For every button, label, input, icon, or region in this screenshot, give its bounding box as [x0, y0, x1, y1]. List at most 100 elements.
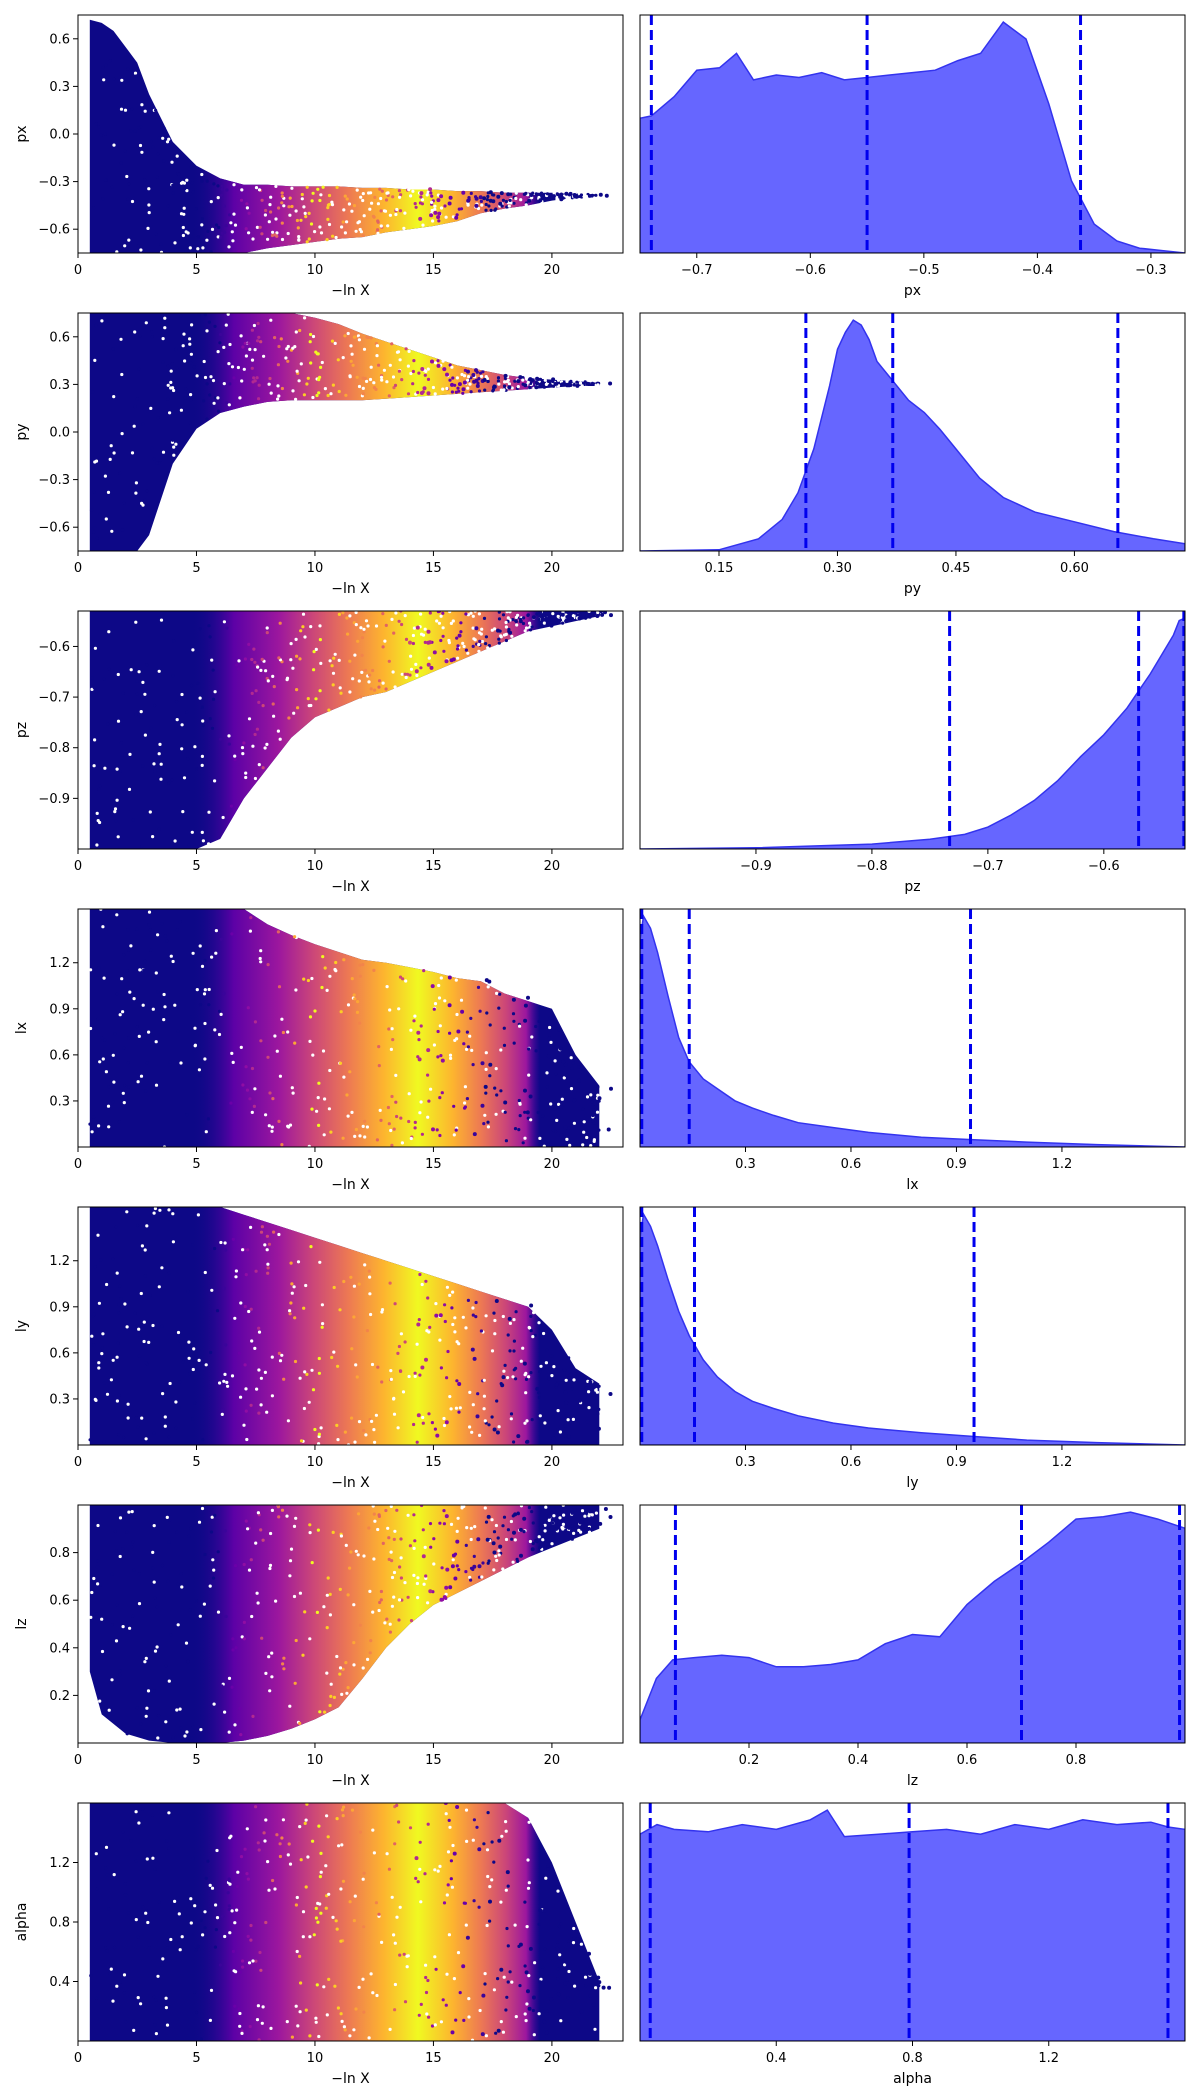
x-tick-label: 0.30: [823, 561, 852, 576]
sample-point: [339, 1887, 343, 1891]
sample-point: [579, 1942, 584, 1946]
sample-point: [166, 397, 170, 401]
x-tick-label: 0.45: [941, 561, 970, 576]
sample-point: [191, 951, 195, 955]
sample-point: [162, 1018, 166, 1022]
sample-point: [453, 1576, 458, 1581]
sample-point: [484, 202, 488, 207]
sample-point: [306, 1855, 310, 1859]
sample-point: [567, 1356, 571, 1360]
sample-point: [551, 1436, 556, 1441]
sample-point: [357, 384, 362, 389]
sample-point: [115, 1603, 119, 1607]
sample-point: [214, 1928, 218, 1932]
sample-point: [448, 1053, 453, 1057]
sample-point: [426, 1073, 430, 1077]
sample-point: [556, 614, 560, 619]
sample-point: [318, 638, 322, 642]
sample-point: [549, 1040, 553, 1044]
sample-point: [495, 991, 499, 996]
sample-point: [407, 1119, 411, 1124]
sample-point: [472, 1356, 477, 1361]
sample-point: [502, 1515, 507, 1519]
sample-point: [456, 1951, 461, 1955]
sample-point: [464, 1808, 469, 1812]
sample-point: [265, 676, 269, 681]
sample-point: [98, 1060, 102, 1064]
sample-point: [571, 1506, 576, 1510]
x-axis-label: −ln X: [331, 1177, 370, 1193]
sample-point: [484, 978, 489, 983]
sample-point: [505, 611, 509, 614]
sample-point: [588, 1509, 593, 1514]
sample-point: [334, 969, 338, 973]
sample-point: [236, 1719, 240, 1724]
sample-point: [448, 1293, 452, 1297]
sample-point: [167, 1271, 171, 1275]
sample-point: [461, 1964, 466, 1969]
sample-point: [407, 349, 411, 353]
axes-frame: [639, 908, 1186, 1148]
sample-point: [507, 382, 511, 386]
sample-point: [534, 1538, 539, 1543]
sample-point: [592, 611, 597, 616]
sample-point: [512, 1041, 516, 1045]
sample-point: [576, 1505, 581, 1509]
sample-point: [227, 1730, 231, 1734]
sample-point: [523, 383, 528, 388]
sample-point: [581, 612, 586, 617]
sample-point: [445, 1376, 449, 1380]
sample-point: [184, 1641, 189, 1645]
sample-point: [179, 1061, 183, 1065]
sample-point: [352, 1284, 356, 1288]
sample-point: [403, 614, 407, 618]
sample-point: [270, 1508, 274, 1512]
sample-point: [118, 471, 122, 475]
sample-point: [389, 1369, 393, 1373]
sample-point: [271, 230, 275, 234]
sample-point: [195, 374, 199, 378]
scatter-points: [88, 909, 613, 1147]
sample-point: [450, 2030, 455, 2035]
sample-point: [338, 686, 342, 690]
sample-point: [158, 1208, 162, 1212]
sample-point: [575, 383, 580, 388]
sample-point: [521, 1346, 525, 1350]
y-tick-label: 0.6: [49, 330, 70, 345]
sample-point: [359, 695, 363, 699]
sample-point: [332, 1695, 336, 1699]
x-axis-label: px: [904, 283, 921, 299]
sample-point: [318, 1710, 322, 1714]
sample-point: [567, 1126, 571, 1130]
sample-point: [385, 1852, 389, 1856]
sample-point: [240, 379, 244, 383]
y-tick-label: −0.6: [38, 640, 70, 655]
sample-point: [501, 1314, 505, 1319]
x-tick-label: 15: [425, 1455, 442, 1470]
sample-point: [292, 711, 296, 715]
sample-point: [524, 1371, 528, 1375]
scatter-points: [89, 611, 613, 849]
sample-point: [208, 1883, 212, 1887]
sample-point: [127, 948, 131, 952]
sample-point: [130, 620, 134, 625]
sample-point: [133, 129, 137, 133]
sample-point: [454, 1406, 458, 1410]
sample-point: [480, 203, 484, 207]
sample-point: [468, 1390, 472, 1394]
sample-point: [547, 1518, 551, 1522]
sample-point: [506, 616, 510, 620]
sample-point: [413, 1371, 417, 1375]
sample-point: [129, 1839, 133, 1843]
sample-point: [289, 658, 293, 662]
sample-point: [311, 1839, 315, 1843]
sample-point: [430, 200, 434, 204]
sample-point: [416, 1030, 421, 1035]
sample-point: [364, 1433, 368, 1437]
sample-point: [288, 196, 292, 200]
sample-point: [139, 715, 143, 719]
sample-point: [154, 1998, 158, 2002]
sample-point: [483, 388, 487, 392]
sample-point: [316, 1901, 320, 1905]
sample-point: [523, 1088, 527, 1093]
